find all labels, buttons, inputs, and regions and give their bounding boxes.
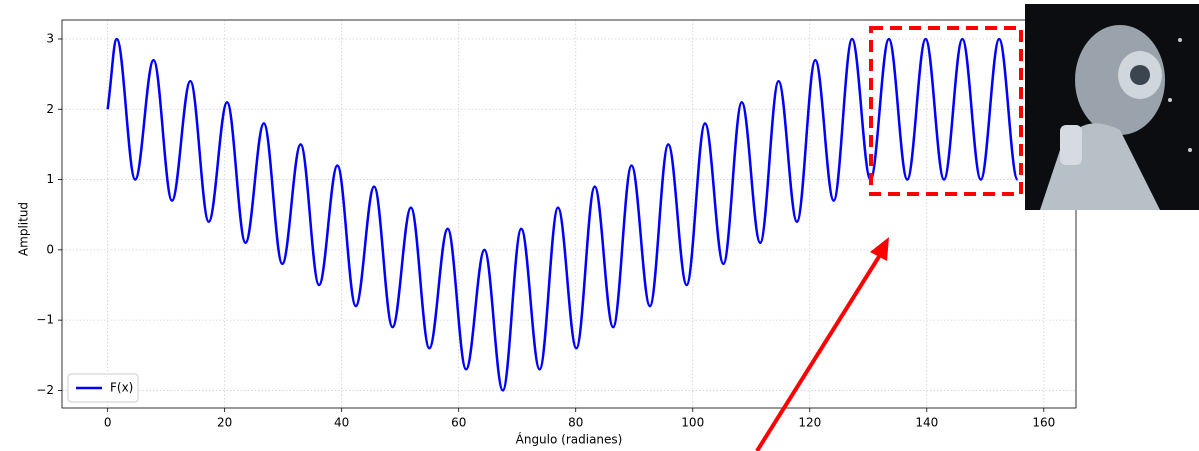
y-tick-label: 1 [46,172,54,186]
x-tick-label: 80 [568,416,583,430]
y-tick-label: −2 [36,383,54,397]
y-tick-label: −1 [36,313,54,327]
x-tick-label: 60 [451,416,466,430]
x-tick-label: 100 [681,416,704,430]
x-tick-label: 40 [334,416,349,430]
y-tick-label: 3 [46,31,54,45]
plot-frame [61,19,1077,409]
plot: 0 20 40 60 80 100 120 140 160 −2 −1 0 1 2 3 F(x) [36,19,1077,430]
legend-box [67,373,139,403]
y-axis-label: Amplitud [17,202,31,256]
arrow-head [870,237,889,261]
data-line [106,37,1019,392]
x-tick-label: 20 [217,416,232,430]
x-tick-label: 0 [104,416,112,430]
y-tick-label: 0 [46,242,54,256]
x-tick-label: 140 [915,416,938,430]
highlight-box [869,26,1023,196]
legend: F(x) [67,373,139,403]
y-tick-label: 2 [46,102,54,116]
x-tick-label: 120 [798,416,821,430]
legend-label: F(x) [110,381,133,395]
x-tick-label: 160 [1032,416,1055,430]
robot-image [1025,4,1199,210]
arrow [755,253,882,451]
x-axis-label: Ángulo (radianes) [516,432,623,447]
